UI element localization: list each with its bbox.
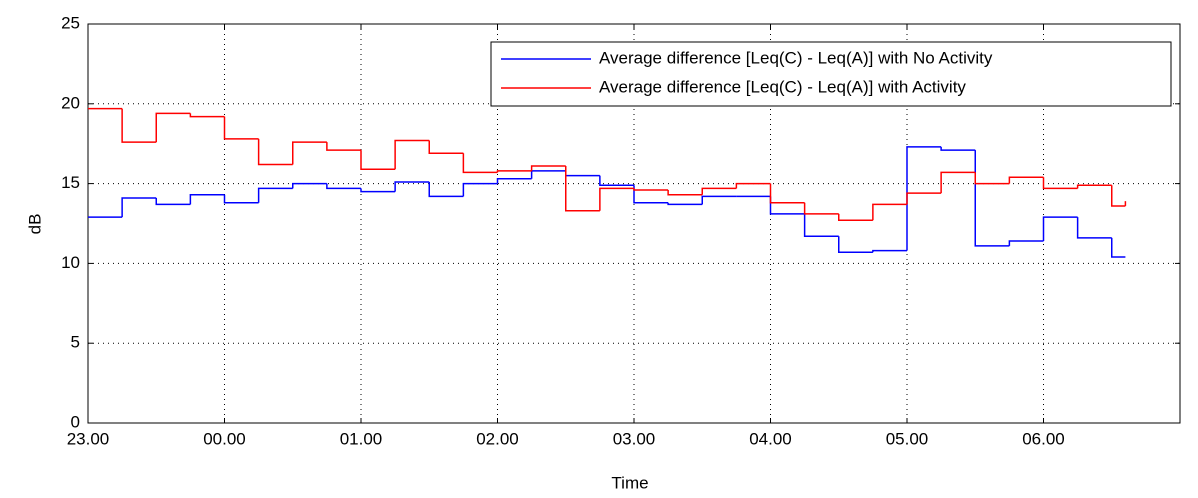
y-tick-label: 10 <box>61 253 80 272</box>
step-segment <box>1111 237 1126 258</box>
y-tick-label: 20 <box>61 93 80 112</box>
step-segment <box>462 153 498 174</box>
step-segment <box>735 182 771 189</box>
step-segment <box>667 202 703 206</box>
x-axis-label: Time <box>611 473 648 492</box>
step-segment <box>565 166 600 212</box>
step-segment <box>496 170 532 173</box>
y-axis-label: dB <box>25 214 44 235</box>
step-segment <box>462 182 498 197</box>
step-segment <box>1076 184 1112 189</box>
step-segment <box>906 146 942 251</box>
x-tick-label: 02.00 <box>476 429 519 448</box>
step-segment <box>701 195 737 205</box>
step-segment <box>838 213 873 222</box>
x-tick-label: 00.00 <box>203 429 246 448</box>
step-segment <box>599 175 634 186</box>
step-segment <box>155 197 191 206</box>
y-tick-label: 0 <box>71 412 80 431</box>
y-tick-label: 5 <box>71 333 80 352</box>
step-segment <box>1111 185 1126 207</box>
step-segment <box>360 188 396 193</box>
step-segment <box>155 112 191 143</box>
step-segment <box>599 187 634 211</box>
y-tick-label: 15 <box>61 173 80 192</box>
x-tick-label: 01.00 <box>340 429 383 448</box>
step-segment <box>257 187 293 203</box>
step-segment <box>360 150 396 170</box>
step-segment <box>257 138 293 166</box>
legend-label: Average difference [Leq(C) - Leq(A)] wit… <box>599 77 966 96</box>
step-segment <box>838 236 873 253</box>
step-segment <box>428 140 464 155</box>
step-segment <box>667 189 703 196</box>
step-segment <box>701 187 737 195</box>
step-segment <box>633 185 669 204</box>
step-segment <box>292 182 327 189</box>
step-segment <box>1076 217 1112 239</box>
step-segment <box>974 172 1010 185</box>
step-segment <box>940 146 976 151</box>
legend-label: Average difference [Leq(C) - Leq(A)] wit… <box>599 48 993 67</box>
step-segment <box>633 188 669 191</box>
step-segment <box>223 194 259 204</box>
step-segment <box>1008 240 1044 246</box>
step-segment <box>326 142 361 151</box>
step-segment <box>121 108 157 143</box>
step-segment <box>872 249 907 253</box>
step-segment <box>803 202 839 215</box>
plot-frame <box>87 23 1181 424</box>
step-segment <box>940 171 976 194</box>
step-segment <box>428 182 464 198</box>
step-segment <box>769 183 805 204</box>
step-segment <box>189 194 225 205</box>
x-tick-label: 23.00 <box>67 429 110 448</box>
x-tick-label: 04.00 <box>749 429 792 448</box>
step-segment <box>872 203 907 221</box>
step-segment <box>496 178 532 184</box>
step-segment <box>394 181 430 192</box>
step-segment <box>223 116 259 140</box>
step-segment <box>803 213 839 238</box>
step-segment <box>394 139 430 170</box>
step-segment <box>121 197 157 218</box>
step-segment <box>1042 216 1078 242</box>
x-tick-label: 03.00 <box>613 429 656 448</box>
step-segment <box>906 192 942 205</box>
step-segment <box>530 165 566 171</box>
step-segment <box>189 113 225 118</box>
y-tick-label: 25 <box>61 13 80 32</box>
step-segment <box>1008 176 1044 184</box>
x-tick-label: 05.00 <box>886 429 929 448</box>
step-segment <box>1042 177 1078 190</box>
step-segment <box>292 141 327 165</box>
step-segment <box>326 183 361 190</box>
legend-box <box>490 41 1172 107</box>
x-tick-label: 06.00 <box>1022 429 1065 448</box>
